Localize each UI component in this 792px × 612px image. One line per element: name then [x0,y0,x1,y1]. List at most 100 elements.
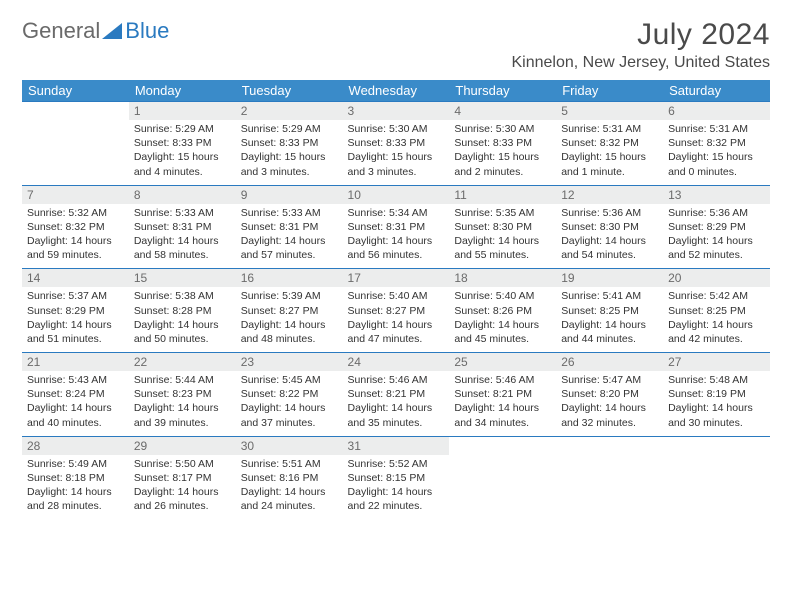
day-info: Sunrise: 5:44 AMSunset: 8:23 PMDaylight:… [129,371,236,436]
day-info: Sunrise: 5:40 AMSunset: 8:27 PMDaylight:… [343,287,450,352]
calendar-day-cell [22,102,129,186]
day-number: 22 [129,353,236,371]
day-number: 5 [556,102,663,120]
weekday-header: Sunday [22,80,129,102]
weekday-header: Tuesday [236,80,343,102]
day-info: Sunrise: 5:46 AMSunset: 8:21 PMDaylight:… [449,371,556,436]
calendar-day-cell: 4Sunrise: 5:30 AMSunset: 8:33 PMDaylight… [449,102,556,186]
calendar-day-cell: 2Sunrise: 5:29 AMSunset: 8:33 PMDaylight… [236,102,343,186]
calendar-day-cell: 19Sunrise: 5:41 AMSunset: 8:25 PMDayligh… [556,269,663,353]
day-info-empty [22,120,129,178]
day-number: 13 [663,186,770,204]
calendar-day-cell: 10Sunrise: 5:34 AMSunset: 8:31 PMDayligh… [343,185,450,269]
day-info: Sunrise: 5:52 AMSunset: 8:15 PMDaylight:… [343,455,450,520]
calendar-week-row: 1Sunrise: 5:29 AMSunset: 8:33 PMDaylight… [22,102,770,186]
day-info: Sunrise: 5:49 AMSunset: 8:18 PMDaylight:… [22,455,129,520]
day-number: 19 [556,269,663,287]
day-number: 1 [129,102,236,120]
calendar-table: SundayMondayTuesdayWednesdayThursdayFrid… [22,80,770,519]
day-info: Sunrise: 5:45 AMSunset: 8:22 PMDaylight:… [236,371,343,436]
day-number: 17 [343,269,450,287]
month-title: July 2024 [512,18,771,52]
calendar-week-row: 28Sunrise: 5:49 AMSunset: 8:18 PMDayligh… [22,436,770,519]
calendar-week-row: 7Sunrise: 5:32 AMSunset: 8:32 PMDaylight… [22,185,770,269]
day-number: 9 [236,186,343,204]
calendar-day-cell: 5Sunrise: 5:31 AMSunset: 8:32 PMDaylight… [556,102,663,186]
calendar-day-cell: 16Sunrise: 5:39 AMSunset: 8:27 PMDayligh… [236,269,343,353]
day-number: 8 [129,186,236,204]
day-number: 31 [343,437,450,455]
calendar-day-cell [449,436,556,519]
calendar-day-cell: 14Sunrise: 5:37 AMSunset: 8:29 PMDayligh… [22,269,129,353]
calendar-day-cell: 8Sunrise: 5:33 AMSunset: 8:31 PMDaylight… [129,185,236,269]
day-number: 7 [22,186,129,204]
day-number: 27 [663,353,770,371]
header: General Blue July 2024 Kinnelon, New Jer… [22,18,770,72]
day-info: Sunrise: 5:30 AMSunset: 8:33 PMDaylight:… [449,120,556,185]
day-number: 6 [663,102,770,120]
calendar-day-cell: 28Sunrise: 5:49 AMSunset: 8:18 PMDayligh… [22,436,129,519]
day-info: Sunrise: 5:47 AMSunset: 8:20 PMDaylight:… [556,371,663,436]
weekday-header: Thursday [449,80,556,102]
calendar-day-cell: 1Sunrise: 5:29 AMSunset: 8:33 PMDaylight… [129,102,236,186]
day-number: 10 [343,186,450,204]
weekday-header: Friday [556,80,663,102]
calendar-week-row: 14Sunrise: 5:37 AMSunset: 8:29 PMDayligh… [22,269,770,353]
day-info: Sunrise: 5:29 AMSunset: 8:33 PMDaylight:… [129,120,236,185]
day-number-empty [663,437,770,455]
day-info: Sunrise: 5:41 AMSunset: 8:25 PMDaylight:… [556,287,663,352]
day-number: 14 [22,269,129,287]
day-number-empty [22,102,129,120]
day-info: Sunrise: 5:33 AMSunset: 8:31 PMDaylight:… [236,204,343,269]
calendar-day-cell: 6Sunrise: 5:31 AMSunset: 8:32 PMDaylight… [663,102,770,186]
calendar-day-cell: 31Sunrise: 5:52 AMSunset: 8:15 PMDayligh… [343,436,450,519]
day-number: 2 [236,102,343,120]
day-info: Sunrise: 5:31 AMSunset: 8:32 PMDaylight:… [556,120,663,185]
logo-triangle-icon [102,23,122,39]
day-info: Sunrise: 5:48 AMSunset: 8:19 PMDaylight:… [663,371,770,436]
day-info: Sunrise: 5:39 AMSunset: 8:27 PMDaylight:… [236,287,343,352]
day-info: Sunrise: 5:42 AMSunset: 8:25 PMDaylight:… [663,287,770,352]
day-number: 21 [22,353,129,371]
day-number-empty [556,437,663,455]
logo-text-1: General [22,18,100,44]
calendar-week-row: 21Sunrise: 5:43 AMSunset: 8:24 PMDayligh… [22,353,770,437]
calendar-day-cell: 17Sunrise: 5:40 AMSunset: 8:27 PMDayligh… [343,269,450,353]
calendar-header: SundayMondayTuesdayWednesdayThursdayFrid… [22,80,770,102]
weekday-header: Wednesday [343,80,450,102]
calendar-day-cell: 13Sunrise: 5:36 AMSunset: 8:29 PMDayligh… [663,185,770,269]
day-info: Sunrise: 5:31 AMSunset: 8:32 PMDaylight:… [663,120,770,185]
day-number: 26 [556,353,663,371]
day-number: 20 [663,269,770,287]
day-info: Sunrise: 5:36 AMSunset: 8:29 PMDaylight:… [663,204,770,269]
logo-text-2: Blue [102,18,169,44]
weekday-header: Saturday [663,80,770,102]
day-number: 11 [449,186,556,204]
calendar-day-cell: 24Sunrise: 5:46 AMSunset: 8:21 PMDayligh… [343,353,450,437]
day-number: 29 [129,437,236,455]
calendar-day-cell: 23Sunrise: 5:45 AMSunset: 8:22 PMDayligh… [236,353,343,437]
calendar-day-cell: 7Sunrise: 5:32 AMSunset: 8:32 PMDaylight… [22,185,129,269]
location-text: Kinnelon, New Jersey, United States [512,54,771,72]
calendar-day-cell: 3Sunrise: 5:30 AMSunset: 8:33 PMDaylight… [343,102,450,186]
day-info: Sunrise: 5:46 AMSunset: 8:21 PMDaylight:… [343,371,450,436]
calendar-day-cell: 11Sunrise: 5:35 AMSunset: 8:30 PMDayligh… [449,185,556,269]
calendar-day-cell: 22Sunrise: 5:44 AMSunset: 8:23 PMDayligh… [129,353,236,437]
calendar-day-cell: 26Sunrise: 5:47 AMSunset: 8:20 PMDayligh… [556,353,663,437]
day-info: Sunrise: 5:30 AMSunset: 8:33 PMDaylight:… [343,120,450,185]
day-number: 16 [236,269,343,287]
day-info: Sunrise: 5:33 AMSunset: 8:31 PMDaylight:… [129,204,236,269]
day-info-empty [556,455,663,513]
calendar-day-cell: 27Sunrise: 5:48 AMSunset: 8:19 PMDayligh… [663,353,770,437]
day-info-empty [449,455,556,513]
day-number: 4 [449,102,556,120]
day-info: Sunrise: 5:51 AMSunset: 8:16 PMDaylight:… [236,455,343,520]
title-block: July 2024 Kinnelon, New Jersey, United S… [512,18,771,72]
day-info: Sunrise: 5:36 AMSunset: 8:30 PMDaylight:… [556,204,663,269]
day-info: Sunrise: 5:29 AMSunset: 8:33 PMDaylight:… [236,120,343,185]
day-info-empty [663,455,770,513]
calendar-day-cell: 30Sunrise: 5:51 AMSunset: 8:16 PMDayligh… [236,436,343,519]
day-info: Sunrise: 5:50 AMSunset: 8:17 PMDaylight:… [129,455,236,520]
day-info: Sunrise: 5:43 AMSunset: 8:24 PMDaylight:… [22,371,129,436]
calendar-day-cell: 15Sunrise: 5:38 AMSunset: 8:28 PMDayligh… [129,269,236,353]
